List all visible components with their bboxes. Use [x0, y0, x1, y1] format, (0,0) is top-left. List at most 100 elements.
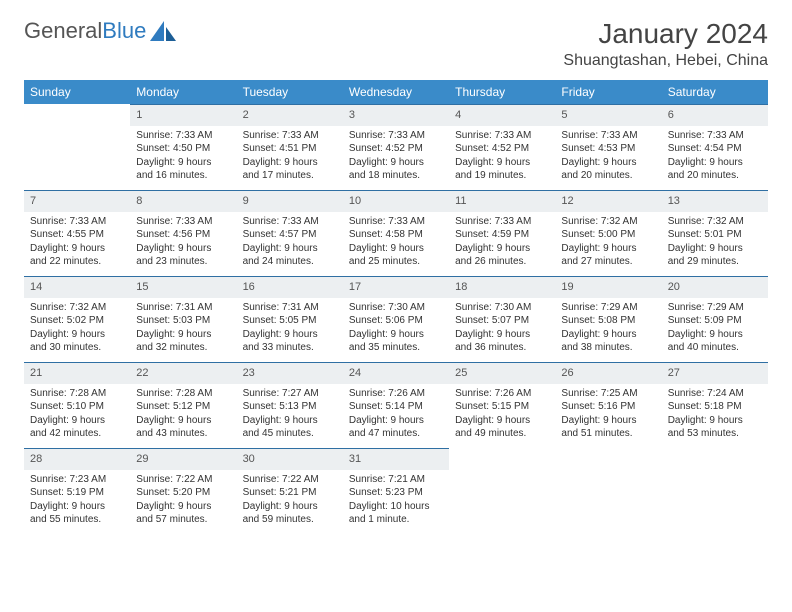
- day-number: 7: [24, 190, 130, 212]
- sunset-text: Sunset: 4:51 PM: [243, 142, 337, 156]
- sunrise-text: Sunrise: 7:32 AM: [668, 215, 762, 229]
- calendar-day-cell: 21Sunrise: 7:28 AMSunset: 5:10 PMDayligh…: [24, 362, 130, 448]
- day-details: Sunrise: 7:33 AMSunset: 4:59 PMDaylight:…: [449, 212, 555, 273]
- day-number: 10: [343, 190, 449, 212]
- daylight-text: Daylight: 9 hours and 33 minutes.: [243, 328, 337, 355]
- sunset-text: Sunset: 5:18 PM: [668, 400, 762, 414]
- sunrise-text: Sunrise: 7:27 AM: [243, 387, 337, 401]
- daylight-text: Daylight: 9 hours and 36 minutes.: [455, 328, 549, 355]
- daylight-text: Daylight: 9 hours and 23 minutes.: [136, 242, 230, 269]
- daylight-text: Daylight: 9 hours and 53 minutes.: [668, 414, 762, 441]
- calendar-week-row: 7Sunrise: 7:33 AMSunset: 4:55 PMDaylight…: [24, 190, 768, 276]
- day-details: Sunrise: 7:33 AMSunset: 4:54 PMDaylight:…: [662, 126, 768, 187]
- sunset-text: Sunset: 4:58 PM: [349, 228, 443, 242]
- calendar-day-cell: 24Sunrise: 7:26 AMSunset: 5:14 PMDayligh…: [343, 362, 449, 448]
- daylight-text: Daylight: 9 hours and 17 minutes.: [243, 156, 337, 183]
- sunrise-text: Sunrise: 7:33 AM: [349, 129, 443, 143]
- sunrise-text: Sunrise: 7:30 AM: [455, 301, 549, 315]
- daylight-text: Daylight: 9 hours and 25 minutes.: [349, 242, 443, 269]
- sunrise-text: Sunrise: 7:28 AM: [30, 387, 124, 401]
- calendar-day-cell: [449, 448, 555, 534]
- sunrise-text: Sunrise: 7:33 AM: [349, 215, 443, 229]
- day-details: Sunrise: 7:33 AMSunset: 4:58 PMDaylight:…: [343, 212, 449, 273]
- sunset-text: Sunset: 5:21 PM: [243, 486, 337, 500]
- sunset-text: Sunset: 4:50 PM: [136, 142, 230, 156]
- sunrise-text: Sunrise: 7:29 AM: [561, 301, 655, 315]
- calendar-day-cell: 16Sunrise: 7:31 AMSunset: 5:05 PMDayligh…: [237, 276, 343, 362]
- day-number: 28: [24, 448, 130, 470]
- calendar-day-cell: 22Sunrise: 7:28 AMSunset: 5:12 PMDayligh…: [130, 362, 236, 448]
- day-number: 3: [343, 104, 449, 126]
- weekday-header: Friday: [555, 80, 661, 104]
- calendar-day-cell: 3Sunrise: 7:33 AMSunset: 4:52 PMDaylight…: [343, 104, 449, 190]
- day-details: Sunrise: 7:32 AMSunset: 5:00 PMDaylight:…: [555, 212, 661, 273]
- daylight-text: Daylight: 9 hours and 40 minutes.: [668, 328, 762, 355]
- calendar-day-cell: 9Sunrise: 7:33 AMSunset: 4:57 PMDaylight…: [237, 190, 343, 276]
- daylight-text: Daylight: 9 hours and 49 minutes.: [455, 414, 549, 441]
- sunset-text: Sunset: 5:20 PM: [136, 486, 230, 500]
- calendar-day-cell: 17Sunrise: 7:30 AMSunset: 5:06 PMDayligh…: [343, 276, 449, 362]
- day-number: 21: [24, 362, 130, 384]
- day-details: Sunrise: 7:33 AMSunset: 4:53 PMDaylight:…: [555, 126, 661, 187]
- day-details: Sunrise: 7:30 AMSunset: 5:07 PMDaylight:…: [449, 298, 555, 359]
- daylight-text: Daylight: 9 hours and 19 minutes.: [455, 156, 549, 183]
- calendar-day-cell: [24, 104, 130, 190]
- daylight-text: Daylight: 10 hours and 1 minute.: [349, 500, 443, 527]
- sunset-text: Sunset: 5:12 PM: [136, 400, 230, 414]
- calendar-day-cell: [555, 448, 661, 534]
- location: Shuangtashan, Hebei, China: [563, 52, 768, 70]
- day-details: Sunrise: 7:33 AMSunset: 4:51 PMDaylight:…: [237, 126, 343, 187]
- daylight-text: Daylight: 9 hours and 38 minutes.: [561, 328, 655, 355]
- day-details: Sunrise: 7:22 AMSunset: 5:20 PMDaylight:…: [130, 470, 236, 531]
- daylight-text: Daylight: 9 hours and 55 minutes.: [30, 500, 124, 527]
- calendar-day-cell: 6Sunrise: 7:33 AMSunset: 4:54 PMDaylight…: [662, 104, 768, 190]
- sunrise-text: Sunrise: 7:33 AM: [30, 215, 124, 229]
- weekday-header: Sunday: [24, 80, 130, 104]
- sunrise-text: Sunrise: 7:22 AM: [136, 473, 230, 487]
- sunset-text: Sunset: 5:07 PM: [455, 314, 549, 328]
- day-number: 19: [555, 276, 661, 298]
- logo: GeneralBlue: [24, 18, 176, 44]
- calendar-day-cell: 31Sunrise: 7:21 AMSunset: 5:23 PMDayligh…: [343, 448, 449, 534]
- day-number: 11: [449, 190, 555, 212]
- day-details: Sunrise: 7:27 AMSunset: 5:13 PMDaylight:…: [237, 384, 343, 445]
- logo-text-1: General: [24, 18, 102, 44]
- sunset-text: Sunset: 5:01 PM: [668, 228, 762, 242]
- day-details: Sunrise: 7:33 AMSunset: 4:50 PMDaylight:…: [130, 126, 236, 187]
- sunrise-text: Sunrise: 7:26 AM: [349, 387, 443, 401]
- calendar-day-cell: 13Sunrise: 7:32 AMSunset: 5:01 PMDayligh…: [662, 190, 768, 276]
- calendar-day-cell: 15Sunrise: 7:31 AMSunset: 5:03 PMDayligh…: [130, 276, 236, 362]
- sunrise-text: Sunrise: 7:33 AM: [561, 129, 655, 143]
- calendar-day-cell: 23Sunrise: 7:27 AMSunset: 5:13 PMDayligh…: [237, 362, 343, 448]
- sunset-text: Sunset: 4:56 PM: [136, 228, 230, 242]
- calendar-day-cell: 30Sunrise: 7:22 AMSunset: 5:21 PMDayligh…: [237, 448, 343, 534]
- sunrise-text: Sunrise: 7:26 AM: [455, 387, 549, 401]
- sunrise-text: Sunrise: 7:22 AM: [243, 473, 337, 487]
- day-number: 4: [449, 104, 555, 126]
- day-details: Sunrise: 7:28 AMSunset: 5:12 PMDaylight:…: [130, 384, 236, 445]
- calendar-day-cell: 5Sunrise: 7:33 AMSunset: 4:53 PMDaylight…: [555, 104, 661, 190]
- day-number: 29: [130, 448, 236, 470]
- daylight-text: Daylight: 9 hours and 16 minutes.: [136, 156, 230, 183]
- sunset-text: Sunset: 5:08 PM: [561, 314, 655, 328]
- sunset-text: Sunset: 4:52 PM: [455, 142, 549, 156]
- weekday-header-row: Sunday Monday Tuesday Wednesday Thursday…: [24, 80, 768, 104]
- sunrise-text: Sunrise: 7:33 AM: [136, 129, 230, 143]
- day-details: Sunrise: 7:33 AMSunset: 4:52 PMDaylight:…: [343, 126, 449, 187]
- sunrise-text: Sunrise: 7:30 AM: [349, 301, 443, 315]
- sunrise-text: Sunrise: 7:33 AM: [668, 129, 762, 143]
- daylight-text: Daylight: 9 hours and 30 minutes.: [30, 328, 124, 355]
- calendar-day-cell: 11Sunrise: 7:33 AMSunset: 4:59 PMDayligh…: [449, 190, 555, 276]
- logo-sail-icon: [150, 21, 176, 41]
- sunrise-text: Sunrise: 7:28 AM: [136, 387, 230, 401]
- calendar-day-cell: 1Sunrise: 7:33 AMSunset: 4:50 PMDaylight…: [130, 104, 236, 190]
- sunset-text: Sunset: 5:10 PM: [30, 400, 124, 414]
- sunset-text: Sunset: 5:16 PM: [561, 400, 655, 414]
- day-number: 14: [24, 276, 130, 298]
- daylight-text: Daylight: 9 hours and 26 minutes.: [455, 242, 549, 269]
- day-details: Sunrise: 7:29 AMSunset: 5:08 PMDaylight:…: [555, 298, 661, 359]
- day-number: 22: [130, 362, 236, 384]
- sunrise-text: Sunrise: 7:31 AM: [243, 301, 337, 315]
- daylight-text: Daylight: 9 hours and 22 minutes.: [30, 242, 124, 269]
- calendar-day-cell: 12Sunrise: 7:32 AMSunset: 5:00 PMDayligh…: [555, 190, 661, 276]
